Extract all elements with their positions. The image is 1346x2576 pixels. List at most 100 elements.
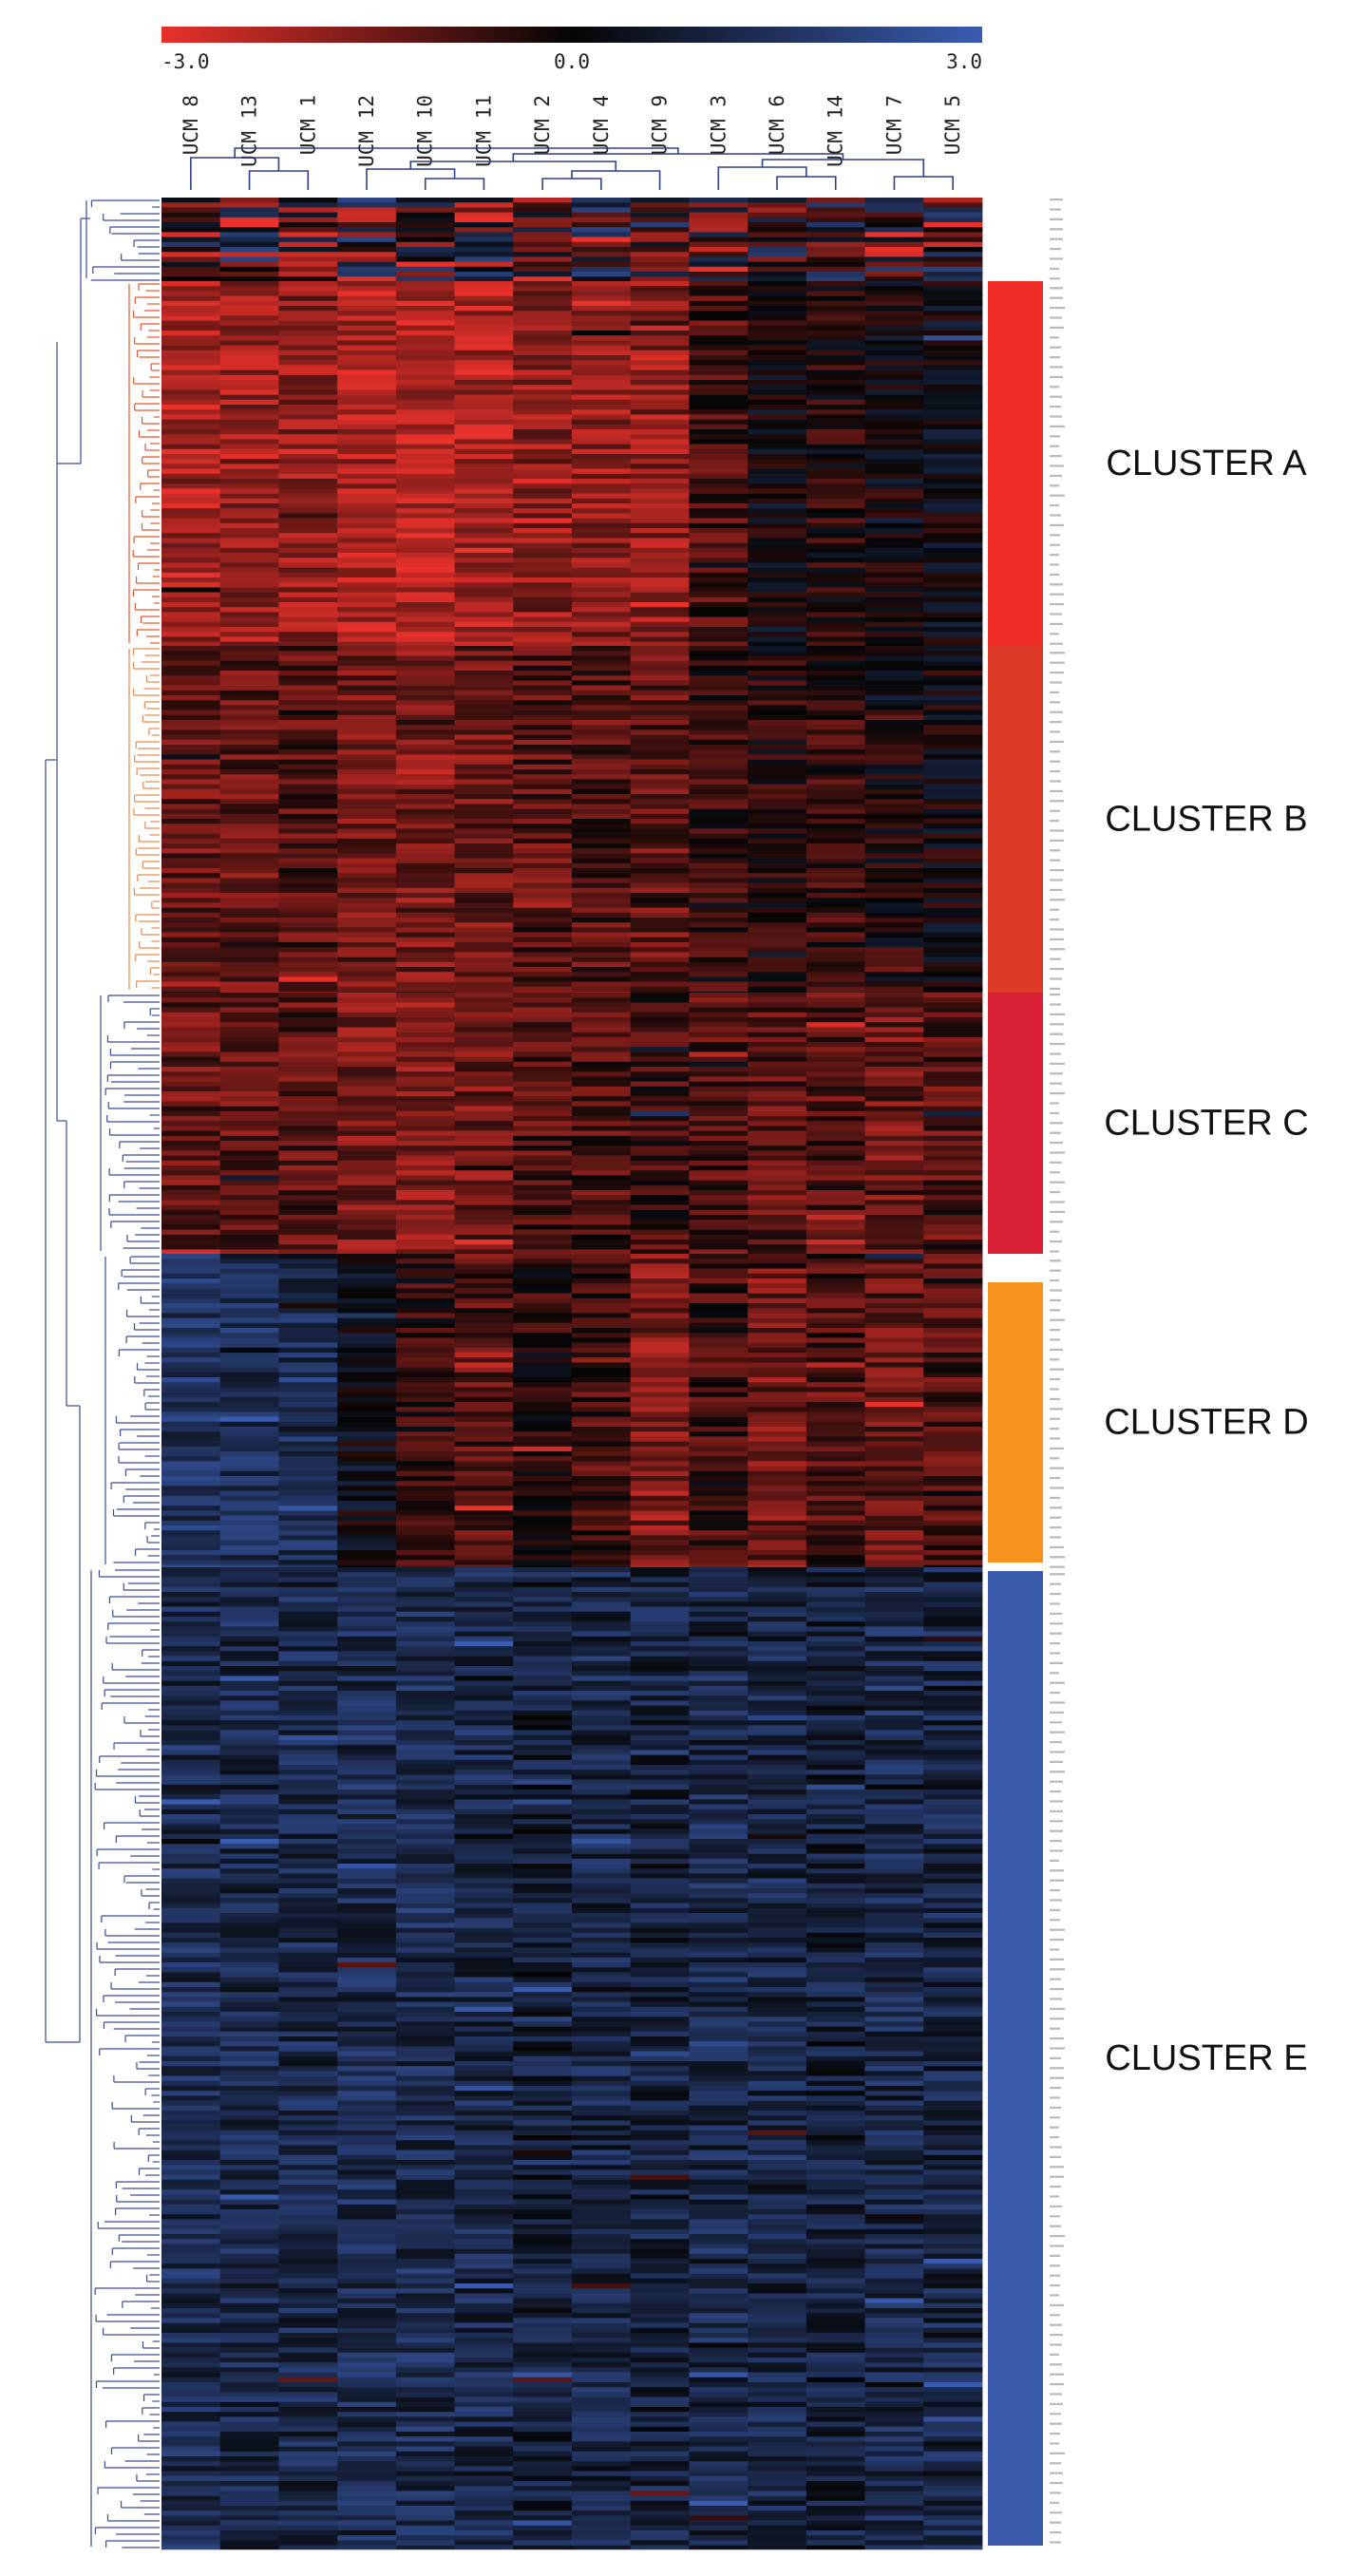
heatmap-cell: [923, 986, 983, 993]
heatmap-cell: [513, 1313, 573, 1318]
heatmap-cell: [923, 247, 983, 253]
heatmap-cell: [923, 1209, 983, 1216]
heatmap-cell: [630, 365, 690, 370]
heatmap-cell: [689, 1515, 749, 1522]
heatmap-cell: [219, 1086, 279, 1092]
heatmap-cell: [513, 997, 573, 1003]
heatmap-cell: [161, 838, 221, 844]
heatmap-cell: [923, 1184, 983, 1191]
heatmap-cell: [864, 562, 924, 568]
heatmap-cell: [454, 1646, 514, 1652]
heatmap-cell: [513, 513, 573, 519]
heatmap-cell: [278, 1056, 338, 1063]
heatmap-cell: [864, 1204, 924, 1211]
heatmap-cell: [630, 513, 690, 519]
scale-min-label: -3.0: [161, 50, 210, 73]
heatmap-cell: [219, 1288, 279, 1294]
heatmap-cell: [689, 434, 749, 440]
heatmap-cell: [630, 632, 690, 637]
heatmap-cell: [806, 592, 865, 598]
heatmap-cell: [454, 350, 514, 356]
heatmap-cell: [630, 1396, 690, 1403]
heatmap-cell: [161, 1067, 221, 1072]
heatmap-cell: [806, 1651, 865, 1657]
heatmap-cell: [748, 1550, 807, 1556]
heatmap-cell: [513, 1022, 573, 1028]
heatmap-cell: [395, 1367, 455, 1373]
heatmap-cell: [630, 419, 690, 426]
heatmap-cell: [454, 1441, 514, 1448]
heatmap-cell: [161, 1036, 221, 1043]
heatmap-cell: [513, 380, 573, 386]
heatmap-cell: [337, 1096, 397, 1102]
heatmap-cell: [806, 1002, 865, 1008]
heatmap-cell: [513, 705, 573, 710]
heatmap-cell: [923, 1160, 983, 1166]
heatmap-cell: [923, 1249, 983, 1255]
heatmap-cell: [864, 784, 924, 790]
heatmap-cell: [219, 612, 279, 617]
heatmap-cell: [278, 1224, 338, 1230]
heatmap-cell: [806, 1392, 865, 1398]
heatmap-cell: [337, 1466, 397, 1472]
heatmap-cell: [864, 690, 924, 696]
heatmap-cell: [454, 1215, 514, 1221]
heatmap-cell: [864, 967, 924, 973]
heatmap-cell: [689, 247, 749, 253]
heatmap-cell: [454, 602, 514, 608]
heatmap-cell: [630, 1572, 690, 1578]
heatmap-cell: [864, 1273, 924, 1279]
heatmap-cell: [806, 1535, 865, 1541]
heatmap-cell: [161, 1691, 221, 1696]
heatmap-cell: [161, 1586, 221, 1593]
heatmap-cell: [630, 508, 690, 514]
heatmap-cell: [161, 360, 221, 366]
heatmap-cell: [513, 646, 573, 652]
heatmap-cell: [689, 1377, 749, 1383]
heatmap-cell: [748, 1427, 807, 1432]
heatmap-cell: [161, 1641, 221, 1647]
heatmap-cell: [513, 320, 573, 327]
heatmap-cell: [513, 1535, 573, 1541]
heatmap-cell: [630, 479, 690, 484]
heatmap-cell: [395, 320, 455, 327]
heatmap-cell: [278, 1367, 338, 1373]
heatmap-cell: [572, 1362, 632, 1368]
heatmap-cell: [689, 542, 749, 549]
heatmap-cell: [630, 788, 690, 795]
heatmap-cell: [278, 749, 338, 755]
heatmap-cell: [161, 522, 221, 529]
heatmap-cell: [689, 848, 749, 854]
heatmap-cell: [278, 843, 338, 849]
heatmap-cell: [806, 981, 865, 988]
heatmap-cell: [278, 498, 338, 504]
heatmap-cell: [689, 720, 749, 726]
heatmap-cell: [278, 350, 338, 356]
heatmap-cell: [454, 759, 514, 766]
heatmap-cell: [161, 1411, 221, 1417]
heatmap-cell: [161, 858, 221, 864]
heatmap-cell: [572, 739, 632, 746]
heatmap-cell: [219, 1007, 279, 1013]
heatmap-cell: [454, 1357, 514, 1363]
heatmap-cell: [161, 1535, 221, 1541]
heatmap-cell: [454, 918, 514, 923]
heatmap-cell: [219, 932, 279, 938]
heatmap-cell: [806, 1313, 865, 1318]
heatmap-cell: [572, 902, 632, 908]
heatmap-cell: [630, 1150, 690, 1156]
heatmap-cell: [572, 1550, 632, 1556]
heatmap-cell: [630, 1382, 690, 1388]
heatmap-cell: [513, 222, 573, 228]
heatmap-cell: [395, 434, 455, 440]
heatmap-cell: [630, 1283, 690, 1289]
heatmap-cell: [630, 902, 690, 908]
heatmap-cell: [864, 227, 924, 233]
heatmap-cell: [748, 853, 807, 859]
heatmap-cell: [337, 607, 397, 613]
heatmap-cell: [864, 237, 924, 243]
heatmap-cell: [278, 483, 338, 489]
heatmap-cell: [630, 986, 690, 993]
heatmap-cell: [395, 295, 455, 302]
heatmap-cell: [395, 1506, 455, 1511]
